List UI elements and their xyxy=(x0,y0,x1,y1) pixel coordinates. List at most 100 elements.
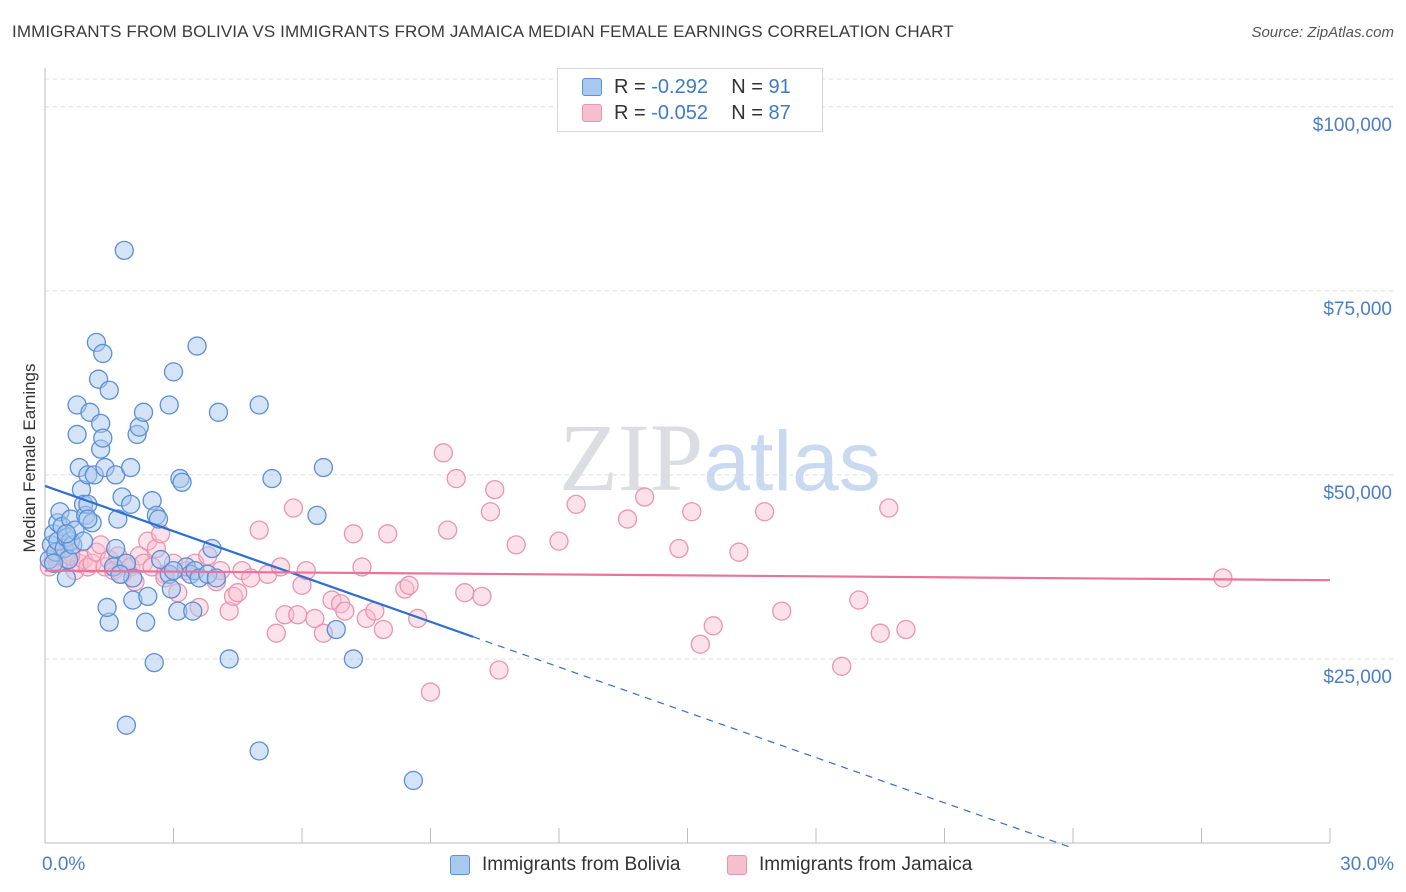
bottom-legend-label-bolivia: Immigrants from Bolivia xyxy=(482,854,681,875)
point-jamaica xyxy=(420,682,441,702)
point-bolivia xyxy=(99,380,119,400)
point-bolivia xyxy=(56,524,77,544)
watermark-zip: ZIP xyxy=(559,404,703,511)
trendline-jamaica xyxy=(44,569,1331,582)
point-jamaica xyxy=(399,575,419,595)
watermark-atlas: atlas xyxy=(703,414,880,508)
point-jamaica xyxy=(754,502,775,522)
point-jamaica xyxy=(228,583,248,603)
point-bolivia xyxy=(249,741,269,761)
point-bolivia xyxy=(97,597,117,618)
trendlines xyxy=(44,484,1331,849)
point-jamaica xyxy=(343,524,364,544)
point-jamaica xyxy=(549,531,569,551)
point-bolivia xyxy=(93,428,113,448)
point-bolivia xyxy=(108,509,128,529)
point-jamaica xyxy=(335,601,355,621)
legend-row-jamaica: R = -0.052 N = 87 xyxy=(582,101,791,125)
legend-n-value-bolivia: 91 xyxy=(768,75,791,98)
point-bolivia xyxy=(161,579,182,599)
point-bolivia xyxy=(73,531,94,551)
point-bolivia xyxy=(106,538,126,559)
chart-source: Source: ZipAtlas.com xyxy=(1251,24,1394,41)
y-tick-label-2: $75,000 xyxy=(1323,299,1392,320)
point-jamaica xyxy=(832,656,852,676)
legend-r-label: R = xyxy=(614,75,646,98)
point-jamaica xyxy=(506,535,526,555)
bottom-legend-swatch-jamaica xyxy=(727,855,747,875)
x-tick-label-left: 0.0% xyxy=(42,854,85,875)
point-bolivia xyxy=(326,619,346,640)
point-jamaica xyxy=(489,660,509,680)
point-bolivia xyxy=(313,457,334,478)
point-bolivia xyxy=(110,564,130,584)
y-tick-label-1: $50,000 xyxy=(1323,483,1392,504)
point-jamaica xyxy=(480,502,501,522)
point-jamaica xyxy=(288,605,308,625)
point-bolivia xyxy=(144,652,164,673)
point-jamaica xyxy=(407,608,428,629)
bottom-legend-jamaica: Immigrants from Jamaica xyxy=(727,852,972,878)
point-jamaica xyxy=(455,583,475,603)
point-jamaica xyxy=(219,601,239,621)
point-jamaica xyxy=(690,634,710,654)
legend-n-label: N = xyxy=(731,101,763,124)
correlation-legend: R = -0.292 N = 91 R = -0.052 N = 87 xyxy=(557,68,823,132)
point-bolivia xyxy=(121,494,141,515)
point-bolivia xyxy=(163,362,184,382)
point-bolivia xyxy=(136,612,156,632)
point-bolivia xyxy=(187,336,207,356)
point-bolivia xyxy=(403,770,424,791)
trendline-bolivia-extension xyxy=(473,636,1074,849)
point-bolivia xyxy=(172,472,192,492)
point-bolivia xyxy=(249,395,269,415)
point-jamaica xyxy=(669,538,689,559)
bottom-legend-label-jamaica: Immigrants from Jamaica xyxy=(759,854,973,875)
point-bolivia xyxy=(93,343,113,364)
point-bolivia xyxy=(116,715,137,735)
point-jamaica xyxy=(446,468,466,489)
point-jamaica xyxy=(635,487,655,507)
point-bolivia xyxy=(114,240,134,261)
x-tick-label-right: 30.0% xyxy=(1340,854,1394,875)
point-bolivia xyxy=(307,505,327,526)
point-jamaica xyxy=(378,524,398,544)
point-bolivia xyxy=(133,402,154,422)
point-bolivia xyxy=(78,509,98,529)
series-bolivia-points xyxy=(39,240,424,791)
point-jamaica xyxy=(729,542,749,562)
point-jamaica xyxy=(772,601,792,621)
point-bolivia xyxy=(262,468,282,489)
point-bolivia xyxy=(121,457,141,478)
point-jamaica xyxy=(283,498,304,518)
point-bolivia xyxy=(206,568,226,588)
point-bolivia xyxy=(219,649,239,669)
point-jamaica xyxy=(566,494,586,515)
point-jamaica xyxy=(373,619,394,640)
point-bolivia xyxy=(208,402,229,422)
bottom-legend-bolivia: Immigrants from Bolivia xyxy=(450,852,681,878)
point-jamaica xyxy=(352,557,372,577)
y-tick-label-0: $25,000 xyxy=(1323,667,1392,688)
point-jamaica xyxy=(1213,568,1233,588)
legend-swatch-jamaica xyxy=(582,104,602,122)
point-bolivia xyxy=(138,586,158,607)
point-bolivia xyxy=(150,549,171,570)
legend-r-label: R = xyxy=(614,101,646,124)
point-jamaica xyxy=(305,608,325,629)
point-jamaica xyxy=(433,443,454,463)
axes xyxy=(44,68,1331,844)
point-jamaica xyxy=(896,619,916,640)
point-jamaica xyxy=(472,586,492,607)
y-axis-label: Median Female Earnings xyxy=(20,364,39,553)
point-jamaica xyxy=(485,479,505,500)
point-jamaica xyxy=(849,590,869,610)
trendline-bolivia xyxy=(44,484,474,638)
legend-row-bolivia: R = -0.292 N = 91 xyxy=(582,75,791,99)
legend-r-value-jamaica: -0.052 xyxy=(651,101,708,124)
y-tick-label-3: $100,000 xyxy=(1313,115,1392,136)
legend-n-label: N = xyxy=(731,75,763,98)
ticks: $25,000 $50,000 $75,000 $100,000 0.0% 30.0% xyxy=(42,115,1394,875)
legend-swatch-bolivia xyxy=(582,78,602,96)
